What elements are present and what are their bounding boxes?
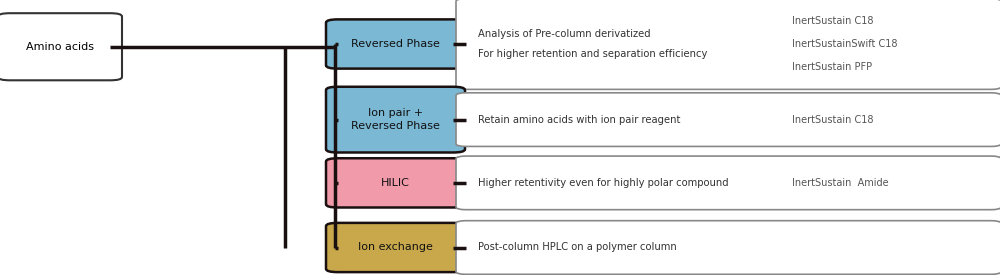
FancyBboxPatch shape: [326, 19, 465, 69]
FancyBboxPatch shape: [0, 13, 122, 80]
Text: Higher retentivity even for highly polar compound: Higher retentivity even for highly polar…: [478, 178, 729, 188]
Text: InertSustain C18: InertSustain C18: [792, 16, 873, 26]
Text: Retain amino acids with ion pair reagent: Retain amino acids with ion pair reagent: [478, 115, 680, 125]
Text: Analysis of Pre-column derivatized: Analysis of Pre-column derivatized: [478, 29, 651, 38]
Text: Ion pair +
Reversed Phase: Ion pair + Reversed Phase: [351, 108, 440, 131]
Text: Post-column HPLC on a polymer column: Post-column HPLC on a polymer column: [478, 243, 677, 252]
Text: InertSustain PFP: InertSustain PFP: [792, 62, 872, 72]
FancyBboxPatch shape: [456, 93, 1000, 147]
FancyBboxPatch shape: [326, 223, 465, 272]
Text: InertSustain  Amide: InertSustain Amide: [792, 178, 888, 188]
Text: InertSustain C18: InertSustain C18: [792, 115, 873, 125]
FancyBboxPatch shape: [456, 0, 1000, 89]
FancyBboxPatch shape: [326, 87, 465, 152]
Text: Amino acids: Amino acids: [26, 42, 94, 52]
Text: Reversed Phase: Reversed Phase: [351, 39, 440, 49]
Text: Ion exchange: Ion exchange: [358, 243, 433, 252]
FancyBboxPatch shape: [456, 156, 1000, 210]
FancyBboxPatch shape: [456, 221, 1000, 274]
FancyBboxPatch shape: [326, 158, 465, 207]
Text: For higher retention and separation efficiency: For higher retention and separation effi…: [478, 50, 707, 59]
Text: InertSustainSwift C18: InertSustainSwift C18: [792, 39, 897, 49]
Text: HILIC: HILIC: [381, 178, 410, 188]
